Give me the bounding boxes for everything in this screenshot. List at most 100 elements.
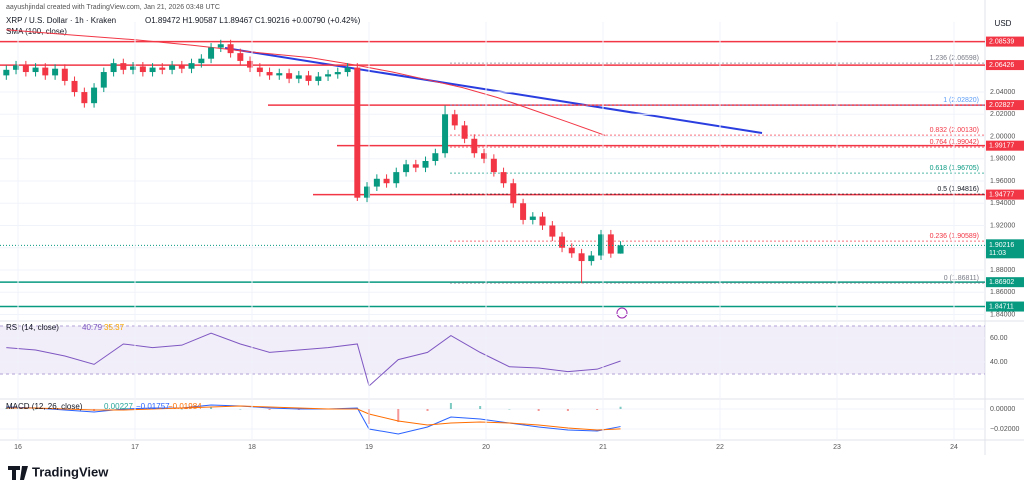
- candle-body: [276, 73, 283, 76]
- candle-body: [237, 53, 244, 61]
- candle-body: [208, 47, 215, 59]
- signal-line: [6, 405, 621, 431]
- candle-body: [217, 44, 224, 48]
- candle-body: [344, 67, 351, 73]
- level-label: 1.84711: [989, 303, 1014, 310]
- candle-body: [61, 68, 68, 81]
- histogram-bar: [426, 409, 429, 411]
- candle-body: [42, 67, 49, 76]
- candle-body: [169, 65, 176, 70]
- x-tick-label: 18: [248, 444, 256, 451]
- candle-body: [198, 58, 205, 64]
- candle-body: [295, 75, 302, 79]
- x-tick-label: 23: [833, 444, 841, 451]
- histogram-bar: [596, 409, 599, 410]
- candle-body: [149, 67, 156, 73]
- candle-body: [529, 216, 536, 220]
- candle-body: [334, 72, 341, 75]
- fib-label: 1 (2.02820): [943, 97, 979, 104]
- y-tick-label: 1.88000: [990, 267, 1015, 274]
- pane-title: RSI (14, close): [6, 323, 59, 332]
- candle-body: [451, 114, 458, 126]
- histogram-bar: [479, 406, 482, 409]
- level-label: 1.99177: [989, 143, 1014, 150]
- logo-text: TradingView: [32, 464, 109, 479]
- level-label: 2.08539: [989, 38, 1014, 45]
- rsi-band: [0, 325, 985, 374]
- candle-body: [227, 44, 234, 54]
- candle-body: [500, 172, 507, 184]
- candle-body: [588, 255, 595, 262]
- candle-body: [130, 66, 137, 70]
- candle-body: [422, 160, 429, 168]
- credit: aayushjindal created with TradingView.co…: [6, 4, 220, 11]
- candle-body: [100, 72, 107, 88]
- y-tick-label: 1.92000: [990, 222, 1015, 229]
- candle-body: [71, 80, 78, 93]
- candle-body: [256, 67, 263, 73]
- symbol: XRP / U.S. Dollar · 1h · Kraken: [6, 16, 116, 25]
- candle-body: [549, 225, 556, 237]
- candle-body: [364, 186, 371, 198]
- last-price-tag: [986, 239, 1024, 259]
- level-tag: [986, 301, 1024, 312]
- candle-body: [32, 67, 39, 73]
- level-tag: [986, 100, 1024, 111]
- candle-body: [13, 65, 20, 70]
- candle-body: [598, 234, 605, 256]
- level-tag: [986, 189, 1024, 200]
- x-tick-label: 16: [14, 444, 22, 451]
- candle-body: [607, 234, 614, 254]
- pane-value: 40.79: [82, 323, 103, 332]
- candle-body: [510, 183, 517, 204]
- pane-value: −0.01757: [136, 402, 170, 411]
- candle-body: [471, 138, 478, 154]
- histogram-bar: [397, 409, 400, 422]
- candle-body: [159, 67, 166, 70]
- level-tag: [986, 36, 1024, 47]
- y-tick-label: 40.00: [990, 359, 1008, 366]
- histogram-bar: [34, 409, 37, 410]
- level-tag: [986, 140, 1024, 151]
- y-tick-label: 2.00000: [990, 133, 1015, 140]
- candle-body: [286, 73, 293, 79]
- fib-label: 0 (1.86811): [944, 275, 979, 282]
- histogram-bar: [566, 409, 569, 411]
- y-tick-label: 2.02000: [990, 111, 1015, 118]
- sma-label: SMA (100, close): [6, 27, 67, 36]
- candle-body: [120, 63, 127, 70]
- histogram-bar: [268, 409, 271, 410]
- candle-body: [568, 247, 575, 254]
- candle-body: [305, 75, 312, 81]
- candle-body: [139, 66, 146, 73]
- candle-body: [354, 67, 361, 198]
- candle-body: [22, 65, 29, 73]
- candle-body: [393, 172, 400, 184]
- histogram-bar: [508, 409, 511, 410]
- y-tick-label: −0.02000: [990, 426, 1019, 433]
- y-tick-label: 0.00000: [990, 406, 1015, 413]
- x-tick-label: 17: [131, 444, 139, 451]
- candle-body: [539, 216, 546, 226]
- y-tick-label: 1.84000: [990, 311, 1015, 318]
- histogram-bar: [537, 409, 540, 411]
- candle-body: [412, 164, 419, 168]
- candle-body: [188, 63, 195, 69]
- candle-body: [442, 114, 449, 154]
- y-tick-label: 1.94000: [990, 200, 1015, 207]
- candle-body: [3, 69, 10, 76]
- histogram-bar: [239, 409, 242, 410]
- candle-body: [578, 253, 585, 262]
- candle-body: [559, 236, 566, 248]
- pane-value: −0.01984: [168, 402, 202, 411]
- candle-body: [52, 68, 59, 76]
- candle-body: [461, 125, 468, 139]
- candle-body: [520, 203, 527, 220]
- candle-body: [110, 63, 117, 73]
- candle-body: [315, 76, 322, 81]
- pane-value: 0.00227: [104, 402, 133, 411]
- fib-label: 0.5 (1.94816): [937, 186, 979, 193]
- pane-title: MACD (12, 26, close): [6, 402, 83, 411]
